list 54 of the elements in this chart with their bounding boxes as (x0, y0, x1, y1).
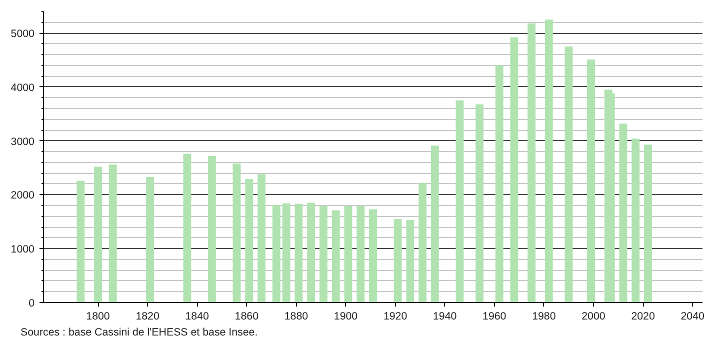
x-tick-label: 1880 (284, 310, 308, 322)
bar (369, 209, 377, 302)
bar (356, 206, 365, 302)
bar (632, 138, 640, 302)
bar (587, 59, 595, 302)
bar (282, 203, 290, 302)
source-note: Sources : base Cassini de l'EHESS et base Insee. (20, 326, 258, 338)
x-tick-label: 1940 (432, 310, 457, 322)
bar (430, 146, 439, 302)
bar (183, 154, 192, 302)
bar (272, 204, 280, 302)
bar (94, 166, 102, 302)
bar (208, 156, 216, 302)
bar (510, 37, 518, 302)
bar (604, 90, 612, 302)
x-tick-label: 2040 (680, 310, 705, 322)
x-tick-label: 1920 (383, 310, 408, 322)
x-tick-label: 1960 (482, 310, 506, 322)
bar (406, 220, 414, 302)
x-tick-label: 1800 (86, 310, 110, 322)
bar (245, 179, 254, 302)
x-tick-label: 1980 (532, 310, 556, 322)
x-tick-label: 2000 (582, 310, 606, 322)
bar (146, 176, 154, 302)
bar (76, 180, 85, 302)
bar (232, 163, 241, 302)
bar (644, 144, 652, 302)
x-tick-label: 1820 (136, 310, 160, 322)
y-tick-label: 0 (28, 298, 35, 310)
bar (108, 164, 117, 302)
bar (544, 20, 553, 302)
y-tick-label: 5000 (10, 28, 35, 40)
bar (456, 100, 464, 302)
bar (294, 204, 303, 302)
bar (258, 174, 266, 302)
bar (332, 210, 340, 302)
bar (307, 202, 316, 302)
y-tick-label: 1000 (10, 244, 35, 256)
x-tick-label: 2020 (631, 310, 655, 322)
bar (418, 182, 427, 302)
bar (564, 46, 573, 302)
x-tick-label: 1840 (185, 310, 210, 322)
x-tick-label: 1900 (334, 310, 358, 322)
bar (344, 206, 352, 302)
bar (476, 104, 484, 302)
bar (495, 65, 504, 302)
y-tick-label: 4000 (10, 82, 35, 94)
y-tick-label: 3000 (10, 136, 35, 148)
x-tick-label: 1860 (234, 310, 259, 322)
bar (528, 23, 536, 302)
bar (394, 218, 402, 302)
bar (619, 124, 628, 302)
bar (319, 206, 328, 302)
y-tick-label: 2000 (10, 190, 35, 202)
